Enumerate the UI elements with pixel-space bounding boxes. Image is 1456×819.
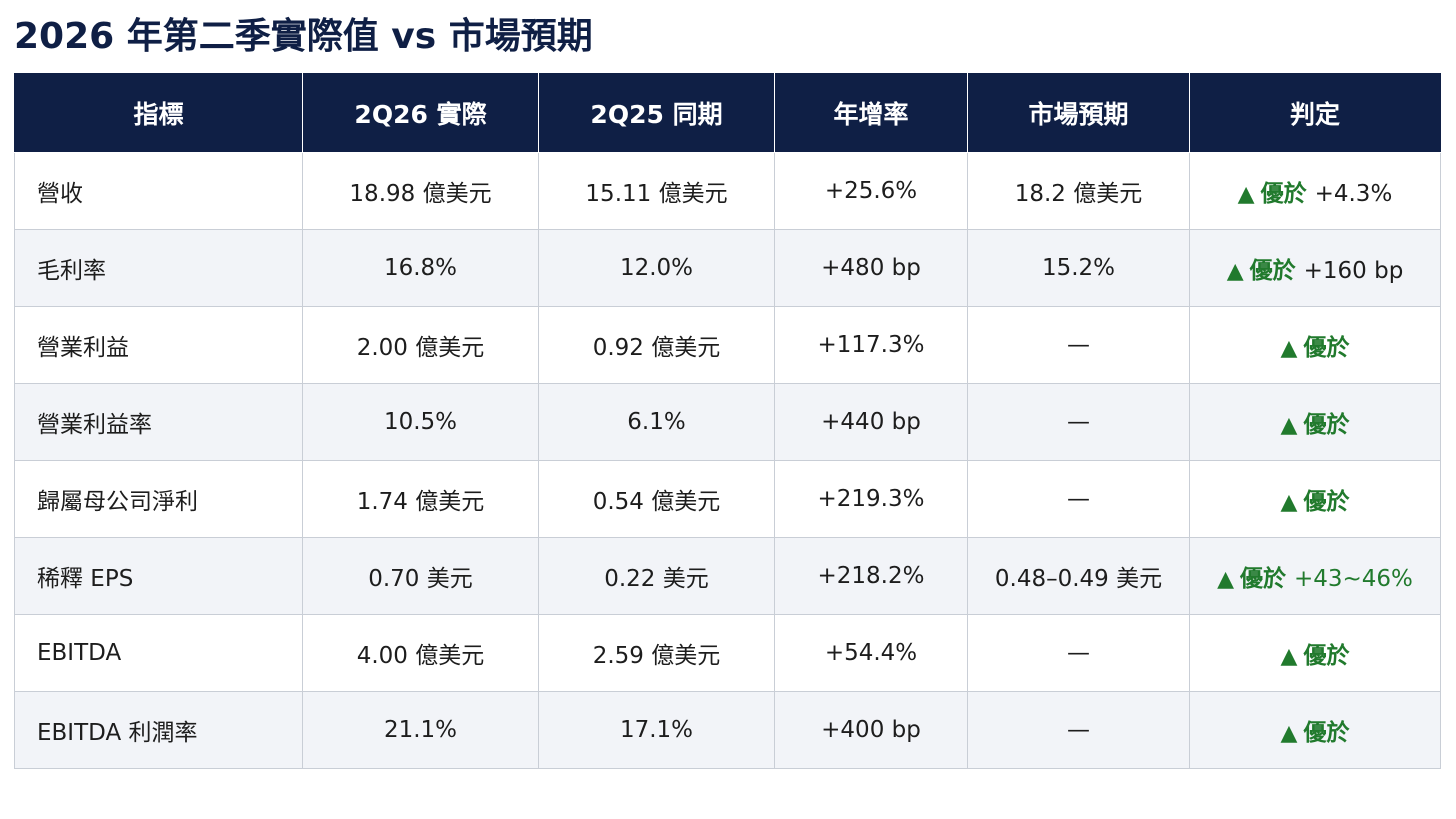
up-triangle-icon: ▲ xyxy=(1217,567,1234,592)
cell-expected: — xyxy=(967,383,1190,461)
cell-prior: 17.1% xyxy=(538,691,775,769)
verdict-delta: +4.3% xyxy=(1314,181,1393,207)
table-header-row: 指標 2Q26 實際 2Q25 同期 年增率 市場預期 判定 xyxy=(14,73,1441,153)
table-row: EBITDA 4.00 億美元 2.59 億美元 +54.4% — ▲ 優於 xyxy=(14,614,1441,692)
cell-verdict: ▲ 優於 xyxy=(1189,306,1441,384)
cell-actual: 4.00 億美元 xyxy=(302,614,539,692)
up-triangle-icon: ▲ xyxy=(1280,336,1298,361)
cell-actual: 2.00 億美元 xyxy=(302,306,539,384)
comparison-table: 指標 2Q26 實際 2Q25 同期 年增率 市場預期 判定 營收 18.98 億… xyxy=(14,73,1441,769)
column-header-verdict: 判定 xyxy=(1189,73,1441,153)
cell-metric: EBITDA xyxy=(14,614,303,692)
up-triangle-icon: ▲ xyxy=(1280,721,1298,746)
cell-actual: 18.98 億美元 xyxy=(302,152,539,230)
cell-metric: 歸屬母公司淨利 xyxy=(14,460,303,538)
up-triangle-icon: ▲ xyxy=(1226,259,1244,284)
cell-prior: 12.0% xyxy=(538,229,775,307)
cell-metric: EBITDA 利潤率 xyxy=(14,691,303,769)
cell-yoy: +480 bp xyxy=(774,229,968,307)
cell-expected: — xyxy=(967,306,1190,384)
table-row: 營收 18.98 億美元 15.11 億美元 +25.6% 18.2 億美元 ▲ 優於 +4.… xyxy=(14,152,1441,230)
column-header-actual: 2Q26 實際 xyxy=(302,73,539,153)
verdict-label: 優於 xyxy=(1260,181,1307,207)
cell-metric: 毛利率 xyxy=(14,229,303,307)
up-triangle-icon: ▲ xyxy=(1280,413,1298,438)
cell-yoy: +54.4% xyxy=(774,614,968,692)
cell-verdict: ▲ 優於 xyxy=(1189,614,1441,692)
cell-expected: 15.2% xyxy=(967,229,1190,307)
cell-actual: 1.74 億美元 xyxy=(302,460,539,538)
column-header-yoy: 年增率 xyxy=(774,73,968,153)
cell-metric: 營業利益率 xyxy=(14,383,303,461)
cell-yoy: +25.6% xyxy=(774,152,968,230)
cell-prior: 0.54 億美元 xyxy=(538,460,775,538)
verdict-label: 優於 xyxy=(1303,643,1350,669)
cell-actual: 10.5% xyxy=(302,383,539,461)
table-row: EBITDA 利潤率 21.1% 17.1% +400 bp — ▲ 優於 xyxy=(14,691,1441,769)
cell-expected: — xyxy=(967,691,1190,769)
table-row: 營業利益 2.00 億美元 0.92 億美元 +117.3% — ▲ 優於 xyxy=(14,306,1441,384)
cell-yoy: +400 bp xyxy=(774,691,968,769)
cell-expected: 0.48–0.49 美元 xyxy=(967,537,1190,615)
cell-yoy: +440 bp xyxy=(774,383,968,461)
cell-expected: 18.2 億美元 xyxy=(967,152,1190,230)
column-header-prior: 2Q25 同期 xyxy=(538,73,775,153)
table-row: 歸屬母公司淨利 1.74 億美元 0.54 億美元 +219.3% — ▲ 優於 xyxy=(14,460,1441,538)
cell-prior: 15.11 億美元 xyxy=(538,152,775,230)
verdict-label: 優於 xyxy=(1239,566,1286,592)
cell-metric: 稀釋 EPS xyxy=(14,537,303,615)
cell-yoy: +117.3% xyxy=(774,306,968,384)
cell-metric: 營收 xyxy=(14,152,303,230)
cell-verdict: ▲ 優於 +43~46% xyxy=(1189,537,1441,615)
verdict-label: 優於 xyxy=(1303,489,1350,515)
cell-actual: 0.70 美元 xyxy=(302,537,539,615)
cell-verdict: ▲ 優於 xyxy=(1189,460,1441,538)
up-triangle-icon: ▲ xyxy=(1237,182,1255,207)
cell-actual: 21.1% xyxy=(302,691,539,769)
column-header-metric: 指標 xyxy=(14,73,303,153)
cell-actual: 16.8% xyxy=(302,229,539,307)
verdict-delta: +43~46% xyxy=(1293,566,1413,592)
cell-prior: 0.22 美元 xyxy=(538,537,775,615)
verdict-label: 優於 xyxy=(1303,412,1350,438)
page-title: 2026 年第二季實際值 vs 市場預期 xyxy=(14,16,593,57)
up-triangle-icon: ▲ xyxy=(1280,490,1298,515)
cell-prior: 2.59 億美元 xyxy=(538,614,775,692)
cell-expected: — xyxy=(967,460,1190,538)
cell-prior: 6.1% xyxy=(538,383,775,461)
table-row: 毛利率 16.8% 12.0% +480 bp 15.2% ▲ 優於 +160 bp xyxy=(14,229,1441,307)
verdict-label: 優於 xyxy=(1303,335,1350,361)
verdict-label: 優於 xyxy=(1303,720,1350,746)
cell-verdict: ▲ 優於 +160 bp xyxy=(1189,229,1441,307)
cell-yoy: +219.3% xyxy=(774,460,968,538)
table-row: 稀釋 EPS 0.70 美元 0.22 美元 +218.2% 0.48–0.49 美元 ▲… xyxy=(14,537,1441,615)
column-header-expected: 市場預期 xyxy=(967,73,1190,153)
up-triangle-icon: ▲ xyxy=(1280,644,1298,669)
cell-yoy: +218.2% xyxy=(774,537,968,615)
cell-verdict: ▲ 優於 +4.3% xyxy=(1189,152,1441,230)
cell-verdict: ▲ 優於 xyxy=(1189,691,1441,769)
cell-expected: — xyxy=(967,614,1190,692)
verdict-delta: +160 bp xyxy=(1303,258,1404,284)
cell-prior: 0.92 億美元 xyxy=(538,306,775,384)
cell-metric: 營業利益 xyxy=(14,306,303,384)
verdict-label: 優於 xyxy=(1249,258,1296,284)
cell-verdict: ▲ 優於 xyxy=(1189,383,1441,461)
table-row: 營業利益率 10.5% 6.1% +440 bp — ▲ 優於 xyxy=(14,383,1441,461)
